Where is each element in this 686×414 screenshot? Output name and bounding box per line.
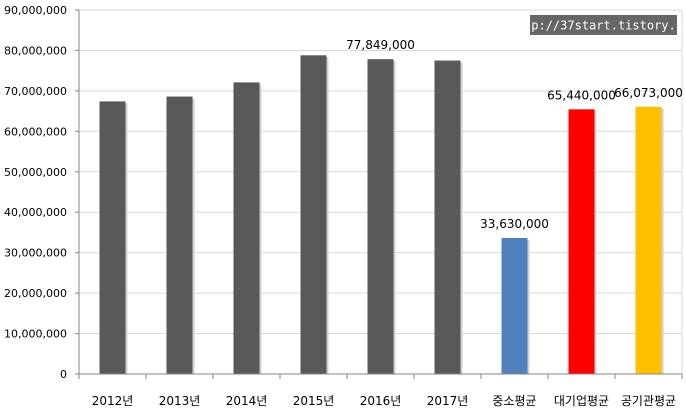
watermark: http://37start.tistory.com [510, 15, 686, 35]
y-tick-label: 20,000,000 [4, 287, 67, 300]
x-tick-label: 2013년 [159, 394, 201, 408]
y-tick-labels: 0 10,000,000 20,000,000 30,000,000 40,000,00… [4, 4, 67, 381]
x-tick-label: 2016년 [360, 394, 402, 408]
data-label: 66,073,000 [614, 86, 683, 100]
y-tick-label: 70,000,000 [4, 85, 67, 98]
bar [300, 55, 327, 374]
y-tick-label: 50,000,000 [4, 166, 67, 179]
y-tick-label: 0 [60, 368, 67, 381]
bar [635, 106, 662, 374]
axes [75, 9, 683, 379]
x-tick-label: 중소평균 [492, 394, 536, 408]
x-tick-label: 공기관평균 [621, 394, 676, 408]
bar [367, 59, 394, 374]
x-tick-label: 2012년 [92, 394, 134, 408]
bar [434, 60, 461, 375]
y-tick-label: 90,000,000 [4, 4, 67, 17]
bars [99, 55, 664, 375]
x-tick-label: 대기업평균 [554, 394, 609, 408]
x-tick-labels: 2012년 2013년 2014년 2015년 2016년 2017년 중소평균 대기업평균 공… [92, 394, 676, 408]
bar [233, 82, 260, 374]
y-tick-label: 60,000,000 [4, 125, 67, 138]
x-tick-label: 2017년 [427, 394, 469, 408]
bar [99, 101, 126, 374]
bar [166, 96, 193, 374]
y-tick-label: 40,000,000 [4, 206, 67, 219]
data-label: 77,849,000 [346, 38, 415, 52]
y-tick-label: 80,000,000 [4, 44, 67, 57]
bar [501, 237, 528, 374]
y-tick-label: 10,000,000 [4, 328, 67, 341]
bar [568, 109, 595, 375]
watermark-text: http://37start.tistory.com [510, 19, 686, 33]
x-tick-label: 2014년 [226, 394, 268, 408]
data-label: 33,630,000 [480, 217, 549, 231]
data-label: 65,440,000 [547, 88, 616, 102]
x-tick-label: 2015년 [293, 394, 335, 408]
y-tick-label: 30,000,000 [4, 247, 67, 260]
